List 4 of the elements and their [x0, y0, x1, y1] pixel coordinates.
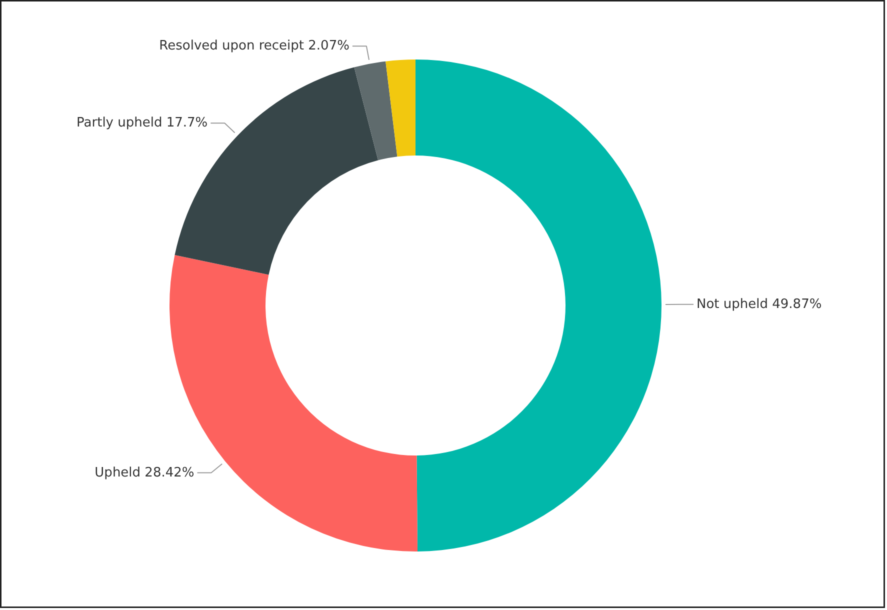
- slice-label: Not upheld 49.87%: [696, 296, 822, 312]
- slice-label: Upheld 28.42%: [94, 465, 194, 480]
- slice-label: Partly upheld 17.7%: [76, 116, 208, 131]
- slice-label: Resolved upon receipt 2.07%: [159, 38, 350, 54]
